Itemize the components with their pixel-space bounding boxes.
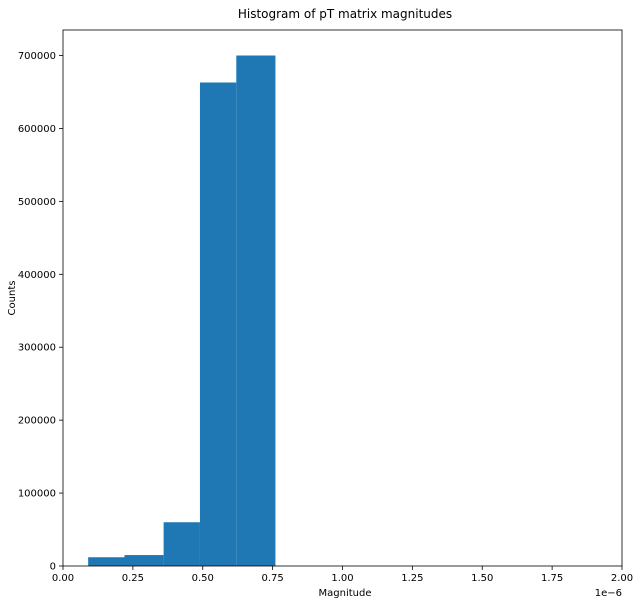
histogram-bar-3 (163, 522, 200, 566)
ticks-layer: 0.00 0.25 0.50 0.75 1.00 1.25 1.50 1.75 2.00 0 100… (18, 51, 633, 584)
y-tick-label: 100000 (18, 489, 56, 500)
y-tick-label: 0 (50, 562, 56, 573)
y-tick-label: 200000 (18, 416, 56, 427)
x-tick-label: 1.00 (331, 573, 353, 584)
x-offset-label: 1e−6 (595, 588, 622, 599)
y-tick-label: 700000 (18, 51, 56, 62)
y-tick-label: 600000 (18, 124, 56, 135)
x-axis-label: Magnitude (319, 588, 372, 599)
y-tick-label: 400000 (18, 270, 56, 281)
y-axis-label: Counts (7, 281, 18, 316)
y-tick-label: 300000 (18, 343, 56, 354)
histogram-bar-5 (236, 55, 276, 567)
x-tick-label: 2.00 (611, 573, 633, 584)
x-tick-label: 0.75 (261, 573, 283, 584)
plot-frame (62, 29, 623, 567)
chart-title: Histogram of pT matrix magnitudes (238, 7, 452, 21)
x-tick-label: 1.75 (541, 573, 563, 584)
histogram-bar-4 (199, 82, 237, 566)
x-tick-label: 0.00 (52, 573, 74, 584)
x-tick-label: 1.50 (471, 573, 493, 584)
histogram-bar-2 (124, 555, 164, 566)
x-tick-label: 0.50 (192, 573, 214, 584)
x-tick-label: 0.25 (122, 573, 144, 584)
x-tick-label: 1.25 (401, 573, 423, 584)
bars-layer (88, 55, 276, 567)
histogram-bar-1 (88, 557, 125, 566)
y-tick-label: 500000 (18, 197, 56, 208)
